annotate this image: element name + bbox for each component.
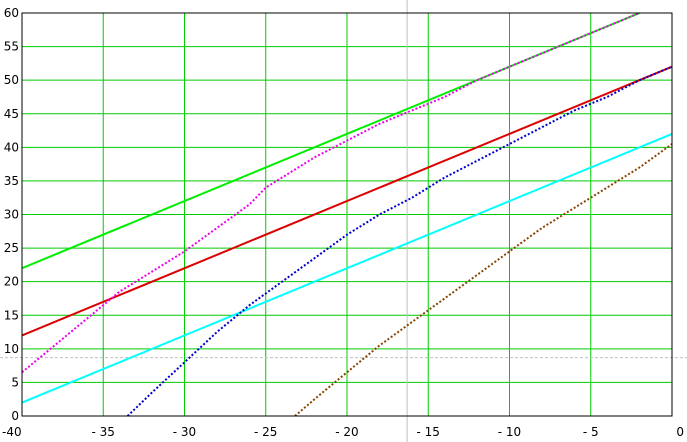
series-line-1	[21, 65, 673, 337]
x-tick-label: - 35	[92, 425, 115, 439]
y-axis-ticks: 0 5 10 15 20 25 30 35 40 45 50 55 60	[4, 6, 19, 423]
x-tick-label: -40	[2, 425, 22, 439]
x-axis-ticks: -40 - 35 - 30 - 25 - 20 - 15 - 10 - 5 0	[2, 425, 684, 439]
y-tick-label: 25	[4, 241, 19, 255]
plot-frame	[21, 12, 673, 417]
x-tick-label: - 20	[335, 425, 358, 439]
y-tick-label: 30	[4, 208, 19, 222]
x-tick-label: - 30	[173, 425, 196, 439]
series-line-3	[21, 12, 640, 374]
series-line-4	[126, 65, 673, 417]
y-tick-label: 10	[4, 342, 19, 356]
x-tick-label: - 25	[254, 425, 277, 439]
y-tick-label: 35	[4, 174, 19, 188]
series-line-2	[21, 132, 673, 404]
gridlines	[21, 12, 673, 417]
y-tick-label: 15	[4, 308, 19, 322]
y-tick-label: 50	[4, 73, 19, 87]
y-tick-label: 5	[11, 375, 19, 389]
series-line-0	[21, 12, 640, 270]
y-tick-label: 55	[4, 40, 19, 54]
x-tick-label: - 15	[417, 425, 440, 439]
x-tick-label: 0	[676, 425, 684, 439]
y-tick-label: 0	[11, 409, 19, 423]
series-lines	[21, 12, 673, 417]
series-line-5	[294, 143, 673, 417]
x-tick-label: - 5	[583, 425, 599, 439]
y-tick-label: 45	[4, 107, 19, 121]
y-tick-label: 60	[4, 6, 19, 20]
y-tick-label: 40	[4, 140, 19, 154]
y-tick-label: 20	[4, 275, 19, 289]
x-tick-label: - 10	[498, 425, 521, 439]
